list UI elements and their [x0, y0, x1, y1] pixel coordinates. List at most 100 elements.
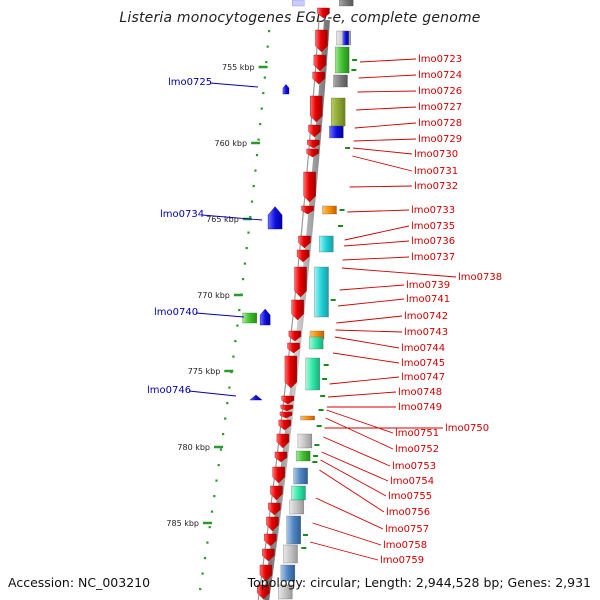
gene-label-lmo0731: lmo0731 — [414, 166, 458, 177]
gene-label-lmo0740: lmo0740 — [154, 307, 198, 318]
reverse-gene-arrow — [249, 394, 263, 401]
leader-line — [359, 58, 417, 63]
gene-label-lmo0759: lmo0759 — [380, 555, 424, 566]
ruler-dot — [249, 216, 252, 219]
ruler-tick-label: 770 kbp — [197, 291, 230, 300]
gene-label-lmo0739: lmo0739 — [406, 280, 450, 291]
ruler-dot — [232, 355, 235, 358]
cog-category-block — [342, 30, 349, 46]
leader-line — [332, 352, 400, 364]
reverse-gene-arrow — [282, 84, 290, 95]
ruler-dot — [242, 278, 245, 281]
forward-gene-arrow — [266, 516, 279, 532]
ruler-tick-label: 780 kbp — [177, 443, 210, 452]
accession-text: Accession: NC_003210 — [8, 575, 151, 590]
backbone-inner-ring — [257, 19, 320, 600]
cog-category-block — [286, 515, 301, 545]
forward-gene-arrow — [296, 249, 310, 263]
topology-text: Topology: circular; Length: 2,944,528 bp… — [247, 575, 591, 590]
gene-label-lmo0748: lmo0748 — [398, 387, 442, 398]
forward-gene-arrow — [278, 419, 292, 431]
gene-label-lmo0732: lmo0732 — [414, 181, 458, 192]
forward-gene-arrow — [317, 7, 330, 19]
ruler-dot — [238, 309, 241, 312]
leader-line — [309, 541, 379, 561]
ruler-dot — [219, 448, 222, 451]
gene-label-lmo0723: lmo0723 — [418, 54, 462, 65]
cog-category-block — [322, 205, 337, 215]
ruler-dot — [243, 262, 246, 265]
forward-gene-arrow — [281, 395, 294, 405]
forward-gene-arrow — [315, 29, 328, 53]
leader-line — [325, 417, 394, 450]
forward-gene-arrow — [308, 124, 321, 138]
forward-gene-arrow — [272, 466, 285, 484]
leader-line — [329, 376, 400, 385]
forward-gene-arrow — [294, 266, 307, 298]
cog-category-block — [295, 450, 311, 462]
gene-label-lmo0753: lmo0753 — [392, 461, 436, 472]
ruler-dot — [250, 200, 254, 203]
ruler-dot — [206, 541, 209, 544]
forward-gene-arrow — [287, 342, 300, 354]
leader-line — [188, 390, 237, 397]
gene-label-lmo0755: lmo0755 — [388, 491, 432, 502]
cog-category-block — [330, 97, 346, 127]
gene-label-lmo0751: lmo0751 — [395, 428, 439, 439]
leader-line — [358, 74, 417, 79]
leader-line — [195, 312, 245, 318]
cog-category-block — [308, 336, 324, 350]
forward-gene-arrow — [280, 404, 294, 412]
ruler-dot — [262, 92, 265, 95]
cog-category-block — [314, 266, 329, 318]
gene-label-lmo0750: lmo0750 — [445, 423, 489, 434]
cog-category-block — [319, 235, 334, 253]
forward-gene-arrow — [268, 502, 281, 516]
cog-category-block — [283, 544, 298, 564]
cog-category-block — [305, 357, 320, 391]
forward-gene-arrow — [264, 533, 277, 547]
gene-label-lmo0725: lmo0725 — [168, 77, 212, 88]
ruler-dot — [255, 154, 259, 157]
leader-line — [357, 90, 417, 93]
gene-label-lmo0733: lmo0733 — [411, 205, 455, 216]
ruler-dot — [222, 433, 225, 436]
ruler-dot — [265, 61, 268, 64]
ruler-tick-label: 765 kbp — [206, 215, 239, 224]
leader-line — [335, 329, 403, 333]
leader-line — [321, 451, 389, 482]
leader-line — [341, 267, 457, 278]
leader-line — [320, 459, 387, 497]
forward-gene-arrow — [313, 54, 327, 72]
gene-label-lmo0754: lmo0754 — [390, 476, 434, 487]
forward-gene-arrow — [288, 330, 302, 342]
gene-label-lmo0726: lmo0726 — [418, 86, 462, 97]
gene-label-lmo0730: lmo0730 — [414, 149, 458, 160]
ruler-dot — [236, 324, 239, 327]
gene-label-lmo0744: lmo0744 — [401, 343, 445, 354]
ruler-dot — [226, 402, 229, 405]
ruler-dot — [213, 495, 216, 498]
leader-line — [353, 138, 417, 142]
forward-gene-arrow — [259, 564, 273, 582]
forward-gene-arrow — [301, 205, 314, 215]
leader-line — [356, 106, 417, 111]
gene-label-lmo0758: lmo0758 — [383, 540, 427, 551]
ruler-dot — [234, 340, 237, 343]
forward-gene-arrow — [312, 71, 325, 85]
ruler-dot — [199, 588, 202, 591]
gene-label-lmo0746: lmo0746 — [147, 385, 191, 396]
gene-label-lmo0741: lmo0741 — [406, 294, 450, 305]
ruler-dot — [268, 30, 271, 33]
leader-line — [328, 391, 397, 398]
forward-gene-arrow — [307, 139, 320, 149]
ruler-dot — [203, 557, 207, 560]
ruler-dot — [266, 45, 269, 48]
ruler-dot — [263, 76, 266, 79]
gene-label-lmo0752: lmo0752 — [395, 444, 439, 455]
forward-gene-arrow — [310, 95, 323, 123]
forward-gene-arrow — [284, 355, 298, 389]
forward-gene-arrow — [303, 171, 316, 203]
leader-line — [334, 336, 400, 349]
gene-label-lmo0729: lmo0729 — [418, 134, 462, 145]
